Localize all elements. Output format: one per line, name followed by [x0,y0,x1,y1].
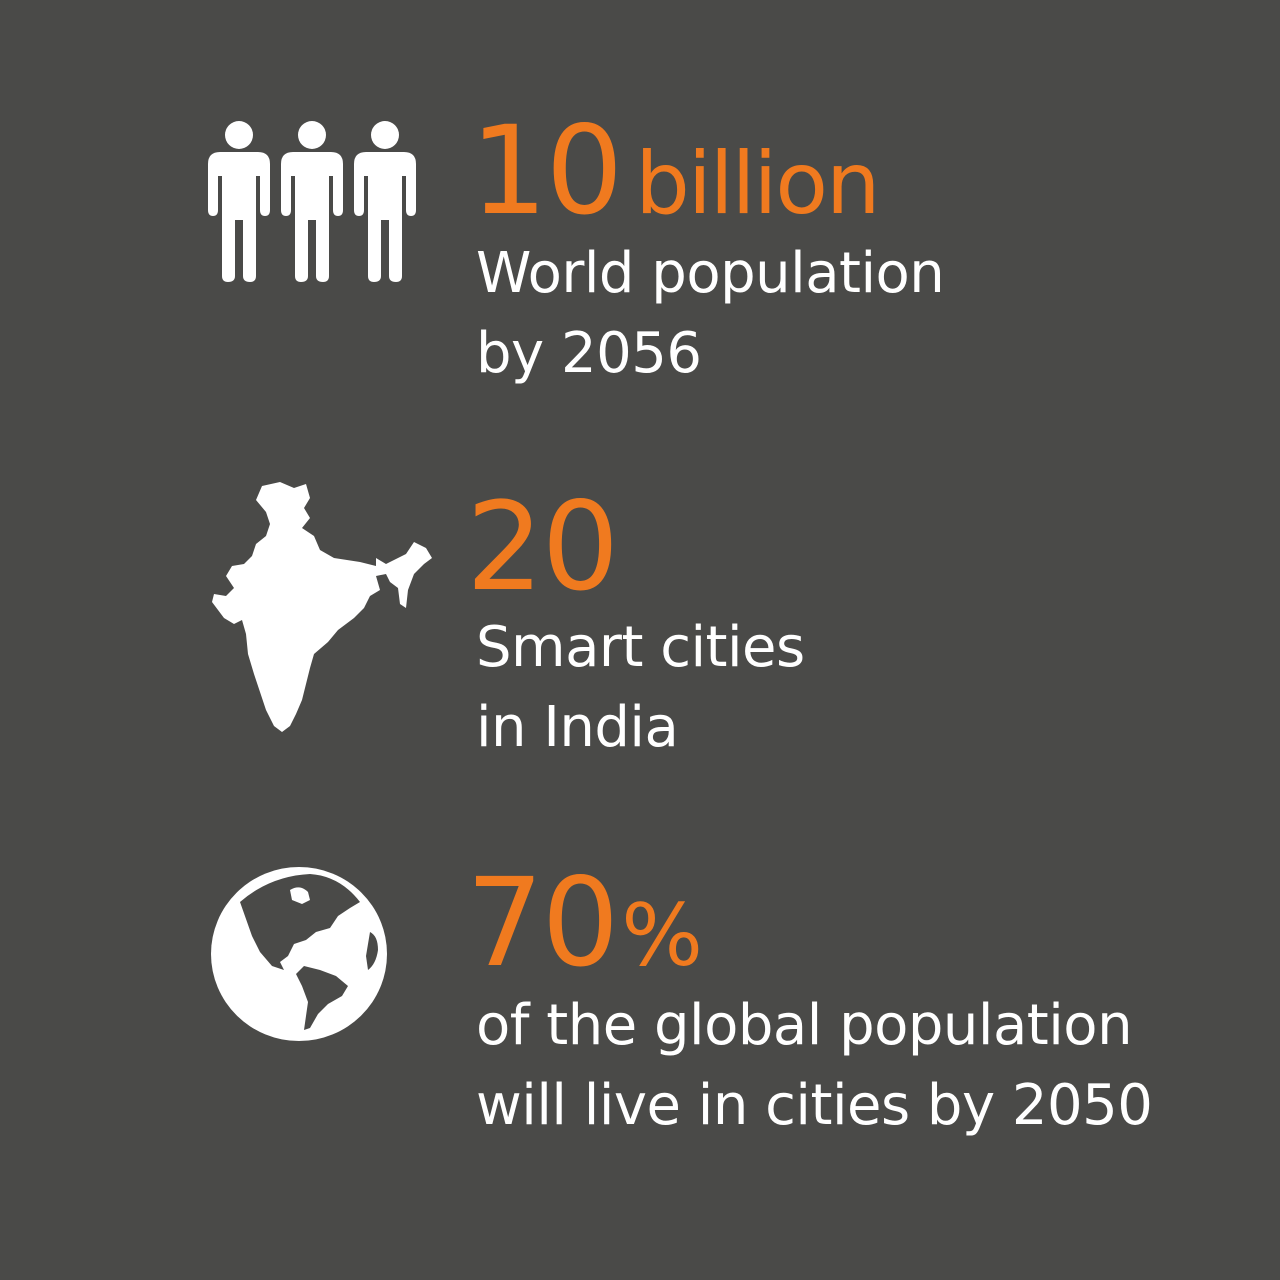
stat-description: Smart cities in India [476,608,805,768]
description-line: in India [476,695,679,760]
stat-unit: % [621,886,703,986]
stat-headline: 20 [466,486,619,608]
stat-value: 10 [470,100,623,242]
description-line: by 2056 [476,321,702,386]
description-line: World population [476,241,945,306]
india-map-icon [210,478,436,736]
stat-headline: 70% [466,862,703,986]
globe-icon [210,866,388,1042]
description-line: will live in cities by 2050 [476,1073,1153,1138]
stat-unit: billion [635,134,880,234]
description-line: Smart cities [476,615,805,680]
stat-description: of the global population will live in ci… [476,986,1153,1146]
stat-value: 20 [466,476,619,618]
description-line: of the global population [476,993,1133,1058]
stat-value: 70 [466,852,619,994]
stat-headline: 10 billion [470,110,881,234]
people-icon [206,120,420,285]
stat-description: World population by 2056 [476,234,945,394]
